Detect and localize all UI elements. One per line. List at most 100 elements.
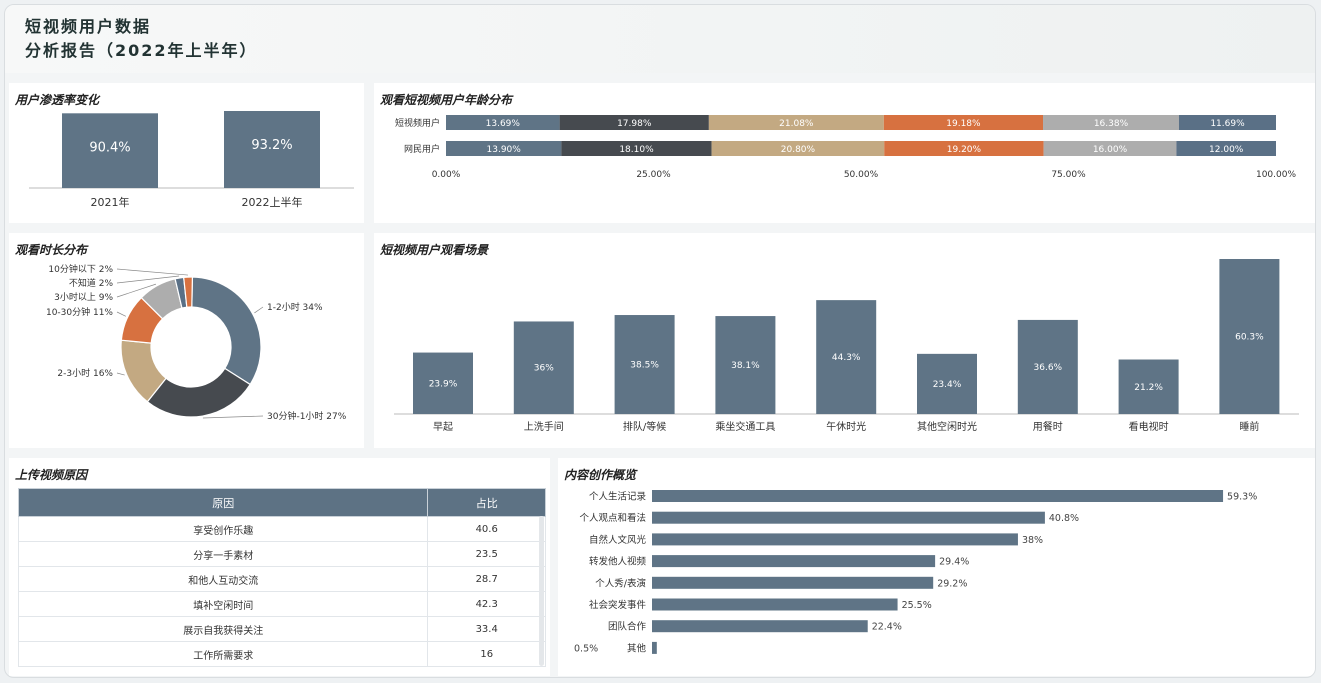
duration-slice-label: 10-30分钟 11% bbox=[46, 306, 113, 318]
content-value-label: 40.8% bbox=[1049, 513, 1079, 524]
content-value-label: 22.4% bbox=[872, 622, 902, 633]
content-bar bbox=[652, 555, 936, 568]
scenes-chart: 23.9% 早起 36% 上洗手间 38.5% 排队/等候 38.1% 乘坐交通工具 44.3%… bbox=[394, 259, 1299, 433]
age-segment bbox=[1178, 115, 1276, 130]
content-category-label: 其他 bbox=[627, 642, 647, 654]
duration-slice bbox=[191, 276, 262, 386]
scenes-category-label: 早起 bbox=[433, 421, 453, 433]
page-title-line2: 分析报告（2022年上半年） bbox=[25, 41, 258, 60]
age-title: 观看短视频用户年龄分布 bbox=[380, 93, 513, 107]
content-category-label: 团队合作 bbox=[608, 621, 647, 633]
table-header-row: 原因 占比 bbox=[17, 488, 546, 517]
age-segment bbox=[1043, 141, 1177, 156]
age-segment-label: 19.18% bbox=[946, 119, 981, 129]
duration-leader-line bbox=[116, 283, 157, 298]
table-row[interactable]: 展示自我获得关注 33.4 bbox=[17, 616, 546, 642]
dashboard-frame: 短视频用户数据 分析报告（2022年上半年） 用户渗透率变化 90.4% 2021… bbox=[4, 4, 1316, 678]
penetration-title: 用户渗透率变化 bbox=[15, 93, 100, 107]
scenes-title: 短视频用户观看场景 bbox=[380, 243, 489, 257]
table-row[interactable]: 填补空闲时间 42.3 bbox=[17, 591, 546, 617]
duration-chart: 1-2小时 34% 30分钟-1小时 27% 2-3小时 16% 10-30分钟 11… bbox=[46, 263, 347, 422]
content-bar bbox=[652, 511, 1045, 524]
content-value-label: 29.2% bbox=[937, 578, 967, 589]
reason-cell: 填补空闲时间 bbox=[17, 591, 429, 617]
share-cell: 42.3 bbox=[427, 591, 546, 617]
share-cell: 33.4 bbox=[427, 616, 546, 642]
age-segment bbox=[711, 141, 885, 156]
age-chart: 短视频用户 13.69% 17.98% 21.08% 19.18% 16.38% 11.69… bbox=[395, 115, 1296, 180]
table-row[interactable]: 享受创作乐趣 40.6 bbox=[17, 516, 546, 542]
scenes-value-label: 23.9% bbox=[429, 379, 458, 389]
age-segment bbox=[708, 115, 884, 130]
age-segment bbox=[561, 141, 712, 156]
table-row[interactable]: 和他人互动交流 28.7 bbox=[17, 566, 546, 592]
age-segment bbox=[446, 115, 560, 130]
penetration-panel: 用户渗透率变化 90.4% 2021年 93.2% 2022上半年 bbox=[9, 83, 364, 223]
scenes-bar bbox=[513, 321, 574, 414]
header: 短视频用户数据 分析报告（2022年上半年） bbox=[5, 5, 1315, 73]
table-row[interactable]: 分享一手素材 23.5 bbox=[17, 541, 546, 567]
duration-leader-line bbox=[116, 311, 127, 317]
upload-title: 上传视频原因 bbox=[15, 468, 88, 482]
content-value-label: 0.5% bbox=[574, 643, 598, 654]
penetration-bar bbox=[224, 111, 320, 188]
age-segment-label: 16.00% bbox=[1093, 145, 1128, 155]
reason-cell: 展示自我获得关注 bbox=[17, 616, 429, 642]
share-cell: 40.6 bbox=[427, 516, 546, 542]
penetration-chart: 90.4% 2021年 93.2% 2022上半年 bbox=[29, 111, 354, 209]
table-scrollbar[interactable] bbox=[539, 516, 544, 666]
scenes-value-label: 23.4% bbox=[933, 380, 962, 390]
scenes-category-label: 午休时光 bbox=[826, 420, 866, 433]
duration-leader-line bbox=[116, 372, 125, 376]
age-panel: 观看短视频用户年龄分布 短视频用户 13.69% 17.98% 21.08% 19.18… bbox=[374, 83, 1315, 223]
content-bar bbox=[652, 620, 868, 633]
scenes-category-label: 用餐时 bbox=[1033, 420, 1063, 433]
content-bar bbox=[652, 533, 1018, 546]
share-cell: 28.7 bbox=[427, 566, 546, 592]
content-category-label: 转发他人视频 bbox=[589, 556, 647, 568]
penetration-category-label: 2022上半年 bbox=[242, 195, 303, 209]
content-value-label: 25.5% bbox=[902, 600, 932, 611]
scenes-bar bbox=[1017, 319, 1078, 414]
scenes-category-label: 看电视时 bbox=[1129, 420, 1169, 433]
content-category-label: 自然人文风光 bbox=[589, 534, 647, 546]
content-category-label: 个人秀/表演 bbox=[595, 577, 646, 589]
duration-leader-line bbox=[254, 306, 264, 314]
age-segment-label: 12.00% bbox=[1209, 145, 1244, 155]
duration-slice-label: 1-2小时 34% bbox=[267, 301, 323, 313]
duration-slice-label: 30分钟-1小时 27% bbox=[267, 410, 347, 422]
duration-slice-label: 不知道 2% bbox=[69, 277, 114, 289]
scenes-value-label: 36% bbox=[534, 364, 554, 374]
column-header-share[interactable]: 占比 bbox=[427, 488, 546, 517]
duration-slice bbox=[183, 276, 194, 308]
duration-slice-label: 2-3小时 16% bbox=[57, 367, 113, 379]
table-row[interactable]: 工作所需要求 16 bbox=[17, 641, 546, 667]
scenes-bar bbox=[1219, 259, 1280, 414]
age-segment-label: 11.69% bbox=[1210, 119, 1245, 129]
scenes-bar bbox=[917, 353, 977, 414]
penetration-value-label: 93.2% bbox=[251, 138, 292, 153]
content-value-label: 29.4% bbox=[939, 557, 969, 568]
duration-leader-line bbox=[202, 415, 264, 419]
scenes-bar bbox=[614, 315, 675, 414]
scenes-panel: 短视频用户观看场景 23.9% 早起 36% 上洗手间 38.5% 排队/等候 38.1% 乘… bbox=[374, 233, 1315, 448]
content-value-label: 59.3% bbox=[1227, 492, 1257, 503]
age-segment-label: 20.80% bbox=[781, 145, 816, 155]
scenes-bar bbox=[1118, 359, 1179, 414]
age-x-tick-label: 0.00% bbox=[432, 170, 461, 180]
share-cell: 16 bbox=[427, 641, 546, 667]
column-header-reason[interactable]: 原因 bbox=[17, 488, 429, 517]
page-title-line1: 短视频用户数据 bbox=[25, 17, 152, 36]
age-x-tick-label: 75.00% bbox=[1051, 170, 1086, 180]
content-category-label: 个人生活记录 bbox=[589, 491, 647, 503]
age-segment-label: 19.20% bbox=[947, 145, 982, 155]
scenes-bar bbox=[715, 316, 776, 414]
age-segment-label: 13.90% bbox=[487, 145, 522, 155]
scenes-value-label: 60.3% bbox=[1235, 333, 1264, 343]
age-segment bbox=[1176, 141, 1276, 156]
content-category-label: 社会突发事件 bbox=[589, 599, 647, 611]
reason-cell: 享受创作乐趣 bbox=[17, 516, 429, 542]
scenes-value-label: 36.6% bbox=[1034, 363, 1063, 373]
age-segment-label: 18.10% bbox=[619, 145, 654, 155]
penetration-category-label: 2021年 bbox=[91, 195, 130, 209]
